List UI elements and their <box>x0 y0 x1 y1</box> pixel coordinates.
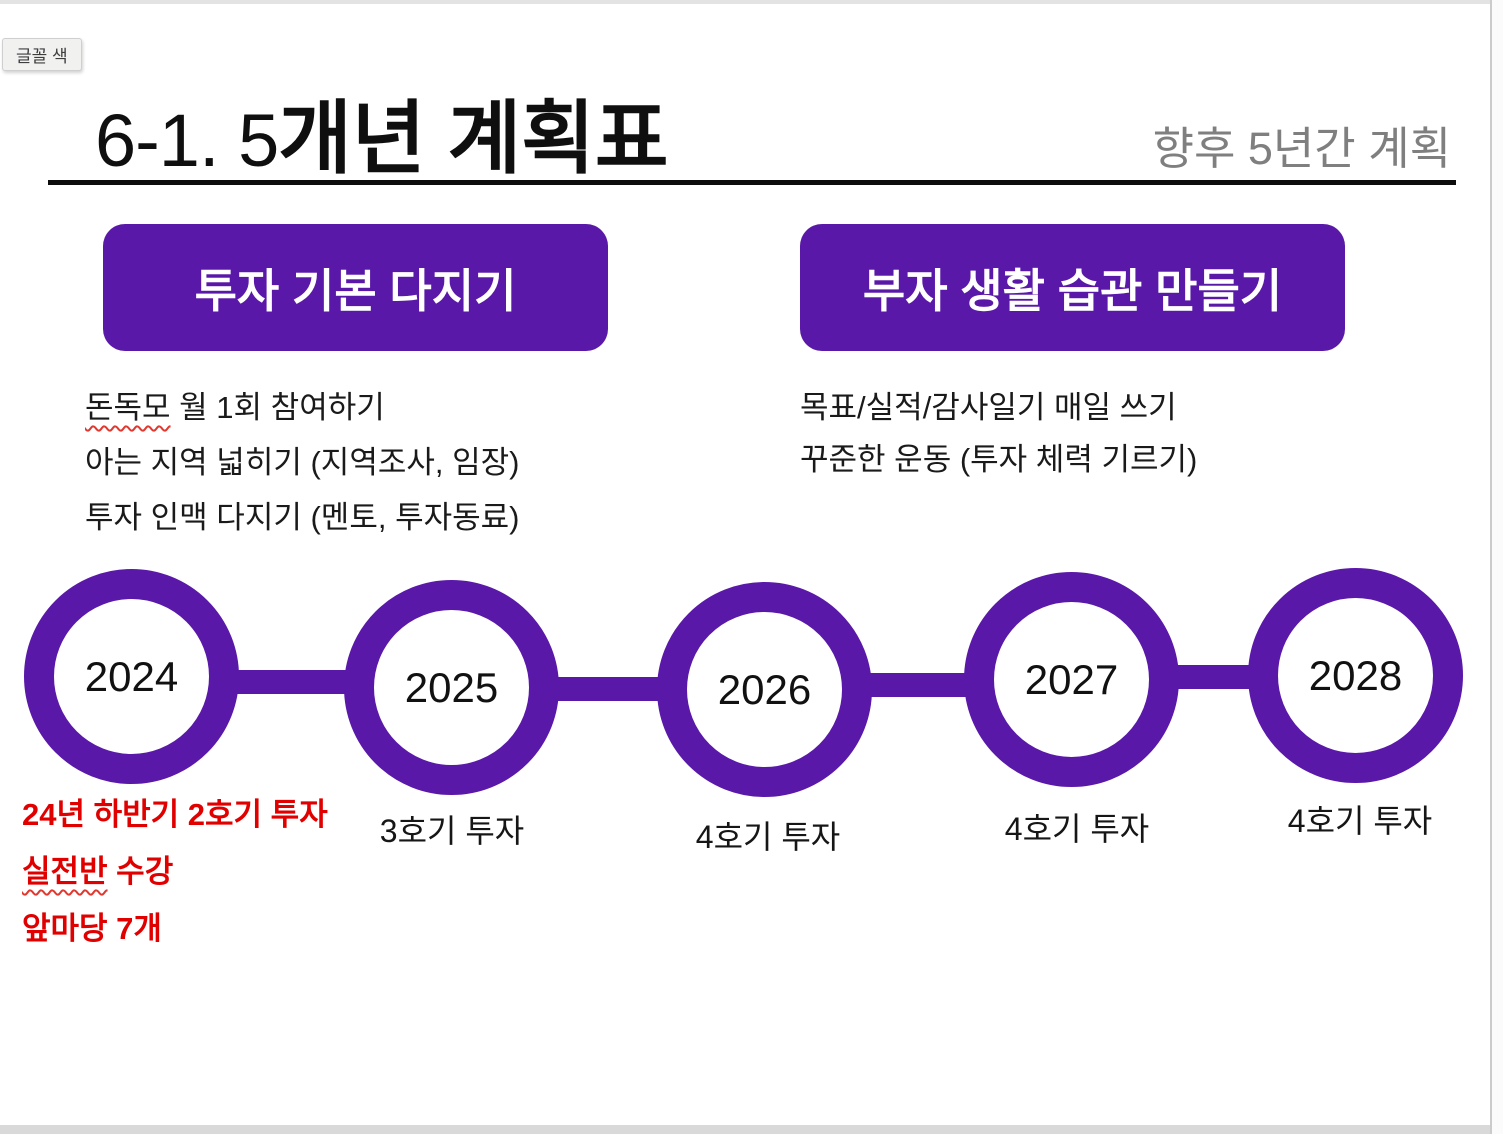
slide-title[interactable]: 6-1. 5개년 계획표 <box>95 74 668 190</box>
window-right-edge <box>1490 0 1492 1134</box>
rich-habits-list[interactable]: 목표/실적/감사일기 매일 쓰기 꾸준한 운동 (투자 체력 기르기) <box>800 392 1197 496</box>
timeline-year: 2024 <box>84 652 179 700</box>
slide-title-number: 6-1. 5 <box>95 99 279 182</box>
window-right-gutter <box>1492 0 1503 1134</box>
heading-box-rich-habits-label: 부자 생활 습관 만들기 <box>862 264 1283 317</box>
timeline-year: 2027 <box>1024 655 1119 703</box>
font-color-tooltip-label: 글꼴 색 <box>16 47 68 66</box>
timeline-node-2024[interactable]: 2024 <box>24 569 239 784</box>
list-item: 돈독모 월 1회 참여하기 <box>85 392 519 424</box>
note-line: 실전반 수강 <box>22 855 328 888</box>
list-item: 투자 인맥 다지기 (멘토, 투자동료) <box>85 500 520 535</box>
slide-title-text: 개년 계획표 <box>278 94 669 183</box>
timeline-year: 2026 <box>717 665 812 713</box>
spellcheck-word: 돈독모 <box>85 390 171 425</box>
timeline-node-2028[interactable]: 2028 <box>1248 568 1463 783</box>
invest-basics-list[interactable]: 돈독모 월 1회 참여하기 아는 지역 넓히기 (지역조사, 임장) 투자 인맥… <box>85 392 519 557</box>
note-2024[interactable]: 24년 하반기 2호기 투자 실전반 수강 앞마당 7개 <box>22 798 328 969</box>
window-bottom-edge <box>0 1125 1503 1134</box>
slide-subtitle[interactable]: 향후 5년간 계획 <box>1152 123 1451 174</box>
list-item: 목표/실적/감사일기 매일 쓰기 <box>800 390 1177 425</box>
note-line: 24년 하반기 2호기 투자 <box>22 797 328 832</box>
heading-box-invest-basics-label: 투자 기본 다지기 <box>194 264 517 317</box>
heading-box-invest-basics[interactable]: 투자 기본 다지기 <box>103 224 608 351</box>
note-2027[interactable]: 4호기 투자 <box>1004 811 1150 847</box>
timeline-year: 2028 <box>1308 651 1403 699</box>
list-item: 아는 지역 넓히기 (지역조사, 임장) <box>85 445 520 480</box>
note-2026[interactable]: 4호기 투자 <box>695 819 841 855</box>
timeline-node-2025[interactable]: 2025 <box>344 580 559 795</box>
font-color-tooltip: 글꼴 색 <box>2 38 82 71</box>
title-divider-line <box>48 180 1456 185</box>
list-item-text: 월 1회 참여하기 <box>170 390 385 425</box>
timeline-year: 2025 <box>404 663 499 711</box>
note-2028[interactable]: 4호기 투자 <box>1287 803 1433 839</box>
note-line-text: 수강 <box>107 854 174 889</box>
spellcheck-word: 실전반 <box>22 854 108 889</box>
note-2025[interactable]: 3호기 투자 <box>379 813 525 849</box>
heading-box-rich-habits[interactable]: 부자 생활 습관 만들기 <box>800 224 1345 351</box>
window-top-edge <box>0 0 1503 4</box>
timeline-node-2026[interactable]: 2026 <box>657 582 872 797</box>
timeline-node-2027[interactable]: 2027 <box>964 572 1179 787</box>
list-item: 꾸준한 운동 (투자 체력 기르기) <box>800 442 1198 477</box>
note-line: 앞마당 7개 <box>22 911 162 946</box>
